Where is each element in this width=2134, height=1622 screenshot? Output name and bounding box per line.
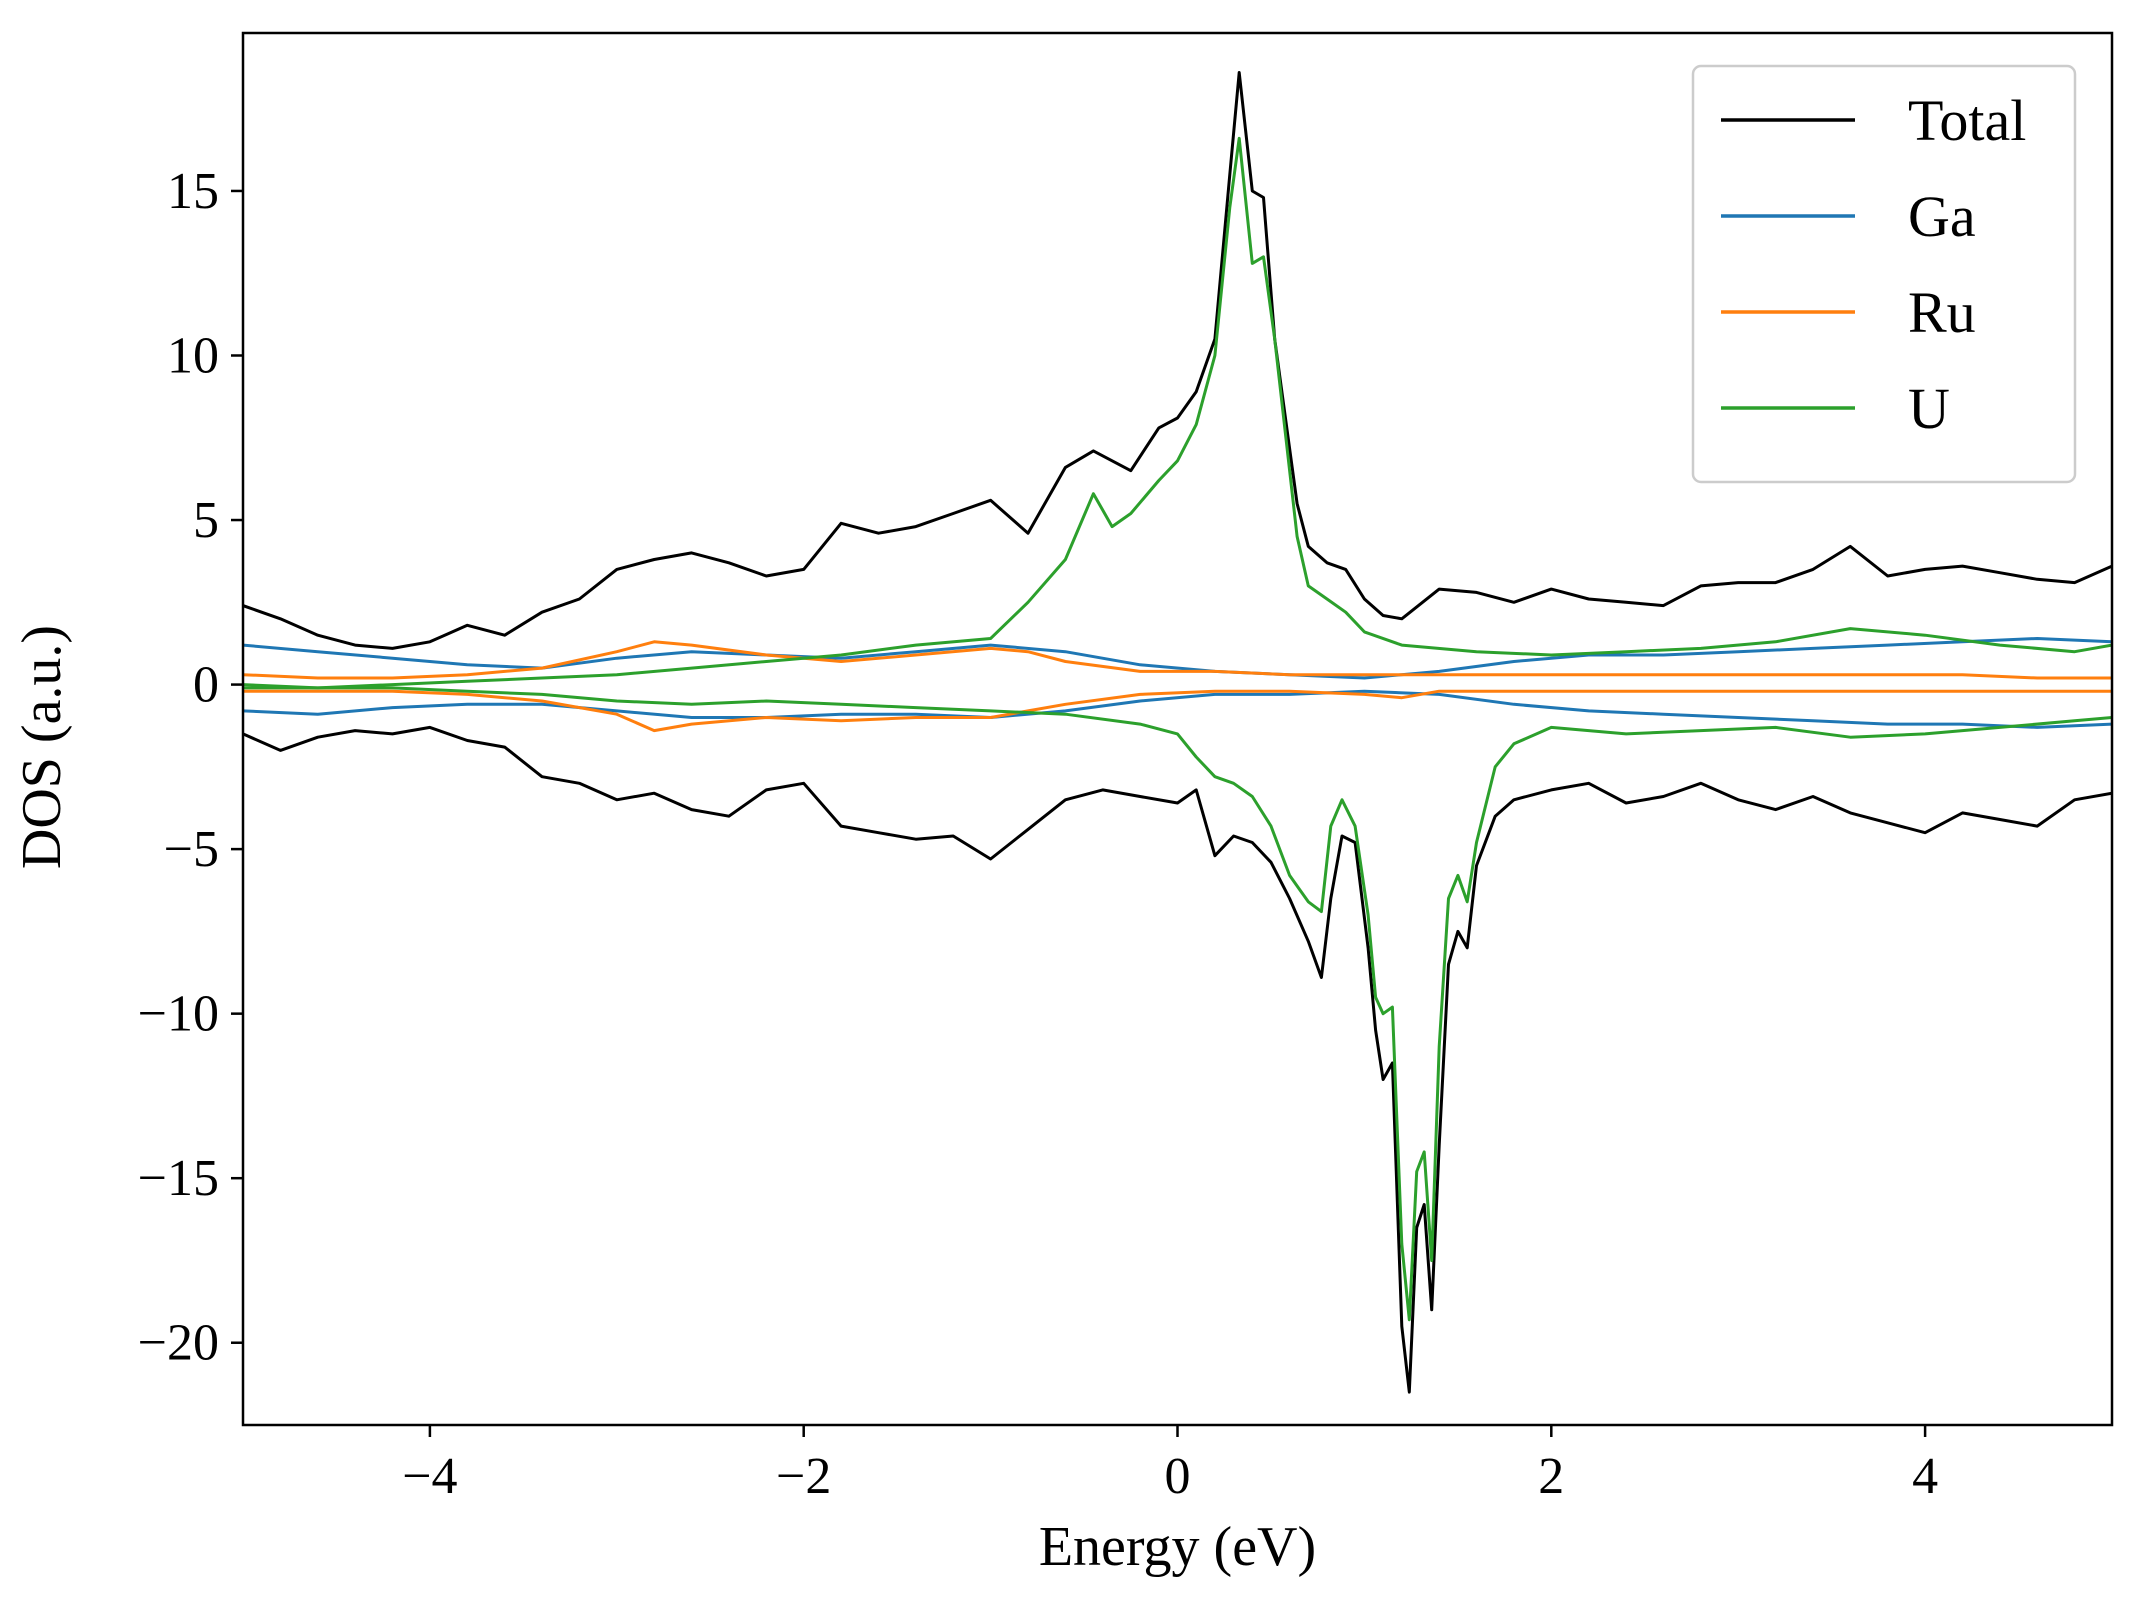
x-axis-ticks: −4 −2 0 2 4 <box>402 1425 1938 1505</box>
x-tick-label: 4 <box>1912 1448 1938 1505</box>
legend-label-ga: Ga <box>1908 184 1976 249</box>
x-tick-label: 0 <box>1165 1448 1191 1505</box>
y-tick-label: −10 <box>138 986 219 1043</box>
series-line-ru-up <box>243 640 2112 680</box>
legend-label-ru: Ru <box>1908 280 1976 345</box>
y-tick-label: 10 <box>167 327 219 384</box>
x-tick-label: −2 <box>776 1448 831 1505</box>
y-axis-label: DOS (a.u.) <box>11 625 73 869</box>
y-tick-label: 15 <box>167 163 219 220</box>
series-line-total-up <box>243 71 2112 650</box>
series-lines <box>243 71 2112 1394</box>
series-line-ga-down <box>243 689 2112 729</box>
y-tick-label: 5 <box>193 492 219 549</box>
legend-label-u: U <box>1908 376 1950 441</box>
x-axis-label: Energy (eV) <box>1039 1516 1316 1578</box>
y-tick-label: −15 <box>138 1150 219 1207</box>
legend: Total Ga Ru U <box>1691 64 2077 484</box>
series-line-ru-down <box>243 689 2112 733</box>
series-line-u-down <box>243 683 2112 1322</box>
series-line-u-up <box>243 136 2112 690</box>
y-tick-label: −5 <box>164 821 219 878</box>
y-axis-ticks: −20 −15 −10 −5 0 5 10 15 <box>138 163 243 1372</box>
y-tick-label: −20 <box>138 1315 219 1372</box>
x-tick-label: −4 <box>402 1448 457 1505</box>
series-line-total-down <box>243 725 2112 1394</box>
legend-label-total: Total <box>1908 88 2026 153</box>
y-tick-label: 0 <box>193 657 219 714</box>
x-tick-label: 2 <box>1538 1448 1564 1505</box>
legend-box <box>1691 64 2077 484</box>
